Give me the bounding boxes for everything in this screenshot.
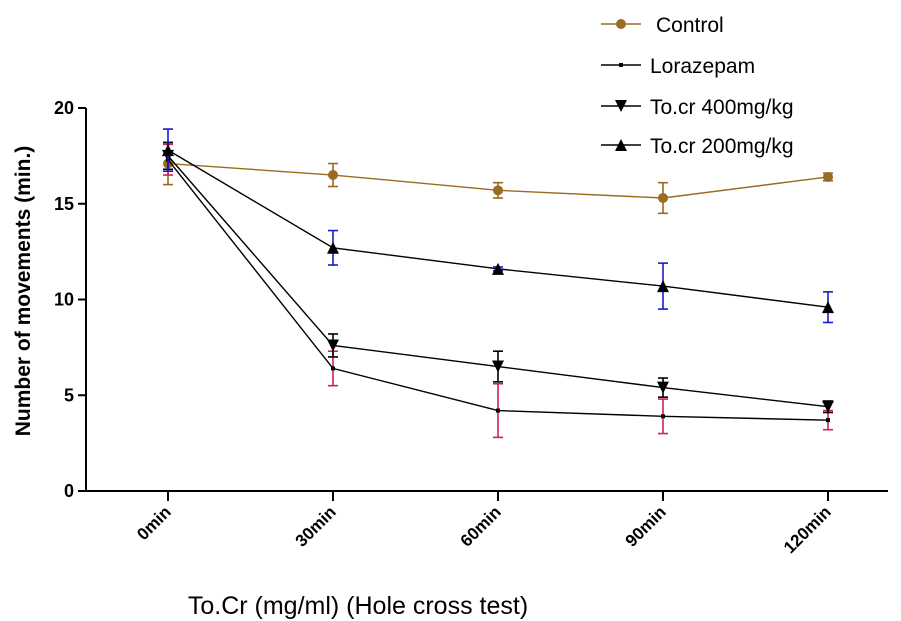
data-point xyxy=(661,414,665,419)
y-tick-label: 15 xyxy=(54,194,74,214)
y-tick-label: 10 xyxy=(54,290,74,310)
data-point xyxy=(496,408,500,413)
x-tick-label: 120min xyxy=(780,502,835,557)
legend-item: Control xyxy=(601,14,724,37)
series-to-cr-200mg-kg xyxy=(162,128,834,324)
legend-marker xyxy=(619,63,623,67)
data-point xyxy=(492,360,504,373)
data-point xyxy=(331,366,335,371)
legend-item: To.cr 200mg/kg xyxy=(601,135,794,158)
x-tick-label: 90min xyxy=(622,502,670,550)
legend-marker xyxy=(616,19,626,29)
legend-item: Lorazepam xyxy=(601,55,755,78)
data-point xyxy=(658,193,668,204)
data-point xyxy=(327,339,339,352)
x-tick-label: 30min xyxy=(292,502,340,550)
y-tick-label: 20 xyxy=(54,98,74,118)
data-point xyxy=(493,185,503,196)
legend-marker xyxy=(615,100,627,112)
data-point xyxy=(822,400,834,413)
legend: Control Lorazepam To.cr 400mg/kg To.cr 200m… xyxy=(601,14,794,158)
data-point xyxy=(823,171,833,182)
data-point xyxy=(328,170,338,181)
data-point xyxy=(327,241,339,254)
y-axis-label: Number of movements (min.) xyxy=(12,146,35,437)
data-point xyxy=(492,262,504,275)
legend-label: Control xyxy=(656,14,724,37)
axes: 0 5 10 15 20 0min 30min 60min 90min 120min xyxy=(54,98,888,557)
x-tick-label: 60min xyxy=(457,502,505,550)
series-line xyxy=(167,149,829,308)
x-tick-label: 0min xyxy=(133,502,174,543)
data-point xyxy=(822,301,834,314)
data-point xyxy=(657,381,669,394)
series-layer xyxy=(162,128,834,439)
legend-marker xyxy=(615,139,627,151)
data-point xyxy=(826,418,830,423)
data-point xyxy=(657,280,669,293)
y-tick-label: 0 xyxy=(64,481,74,501)
legend-label: Lorazepam xyxy=(650,55,755,78)
y-tick-label: 5 xyxy=(64,385,74,405)
x-axis-label: To.Cr (mg/ml) (Hole cross test) xyxy=(188,592,528,620)
legend-item: To.cr 400mg/kg xyxy=(601,96,794,119)
legend-label: To.cr 200mg/kg xyxy=(650,135,794,158)
legend-label: To.cr 400mg/kg xyxy=(650,96,794,119)
data-point xyxy=(162,144,174,157)
